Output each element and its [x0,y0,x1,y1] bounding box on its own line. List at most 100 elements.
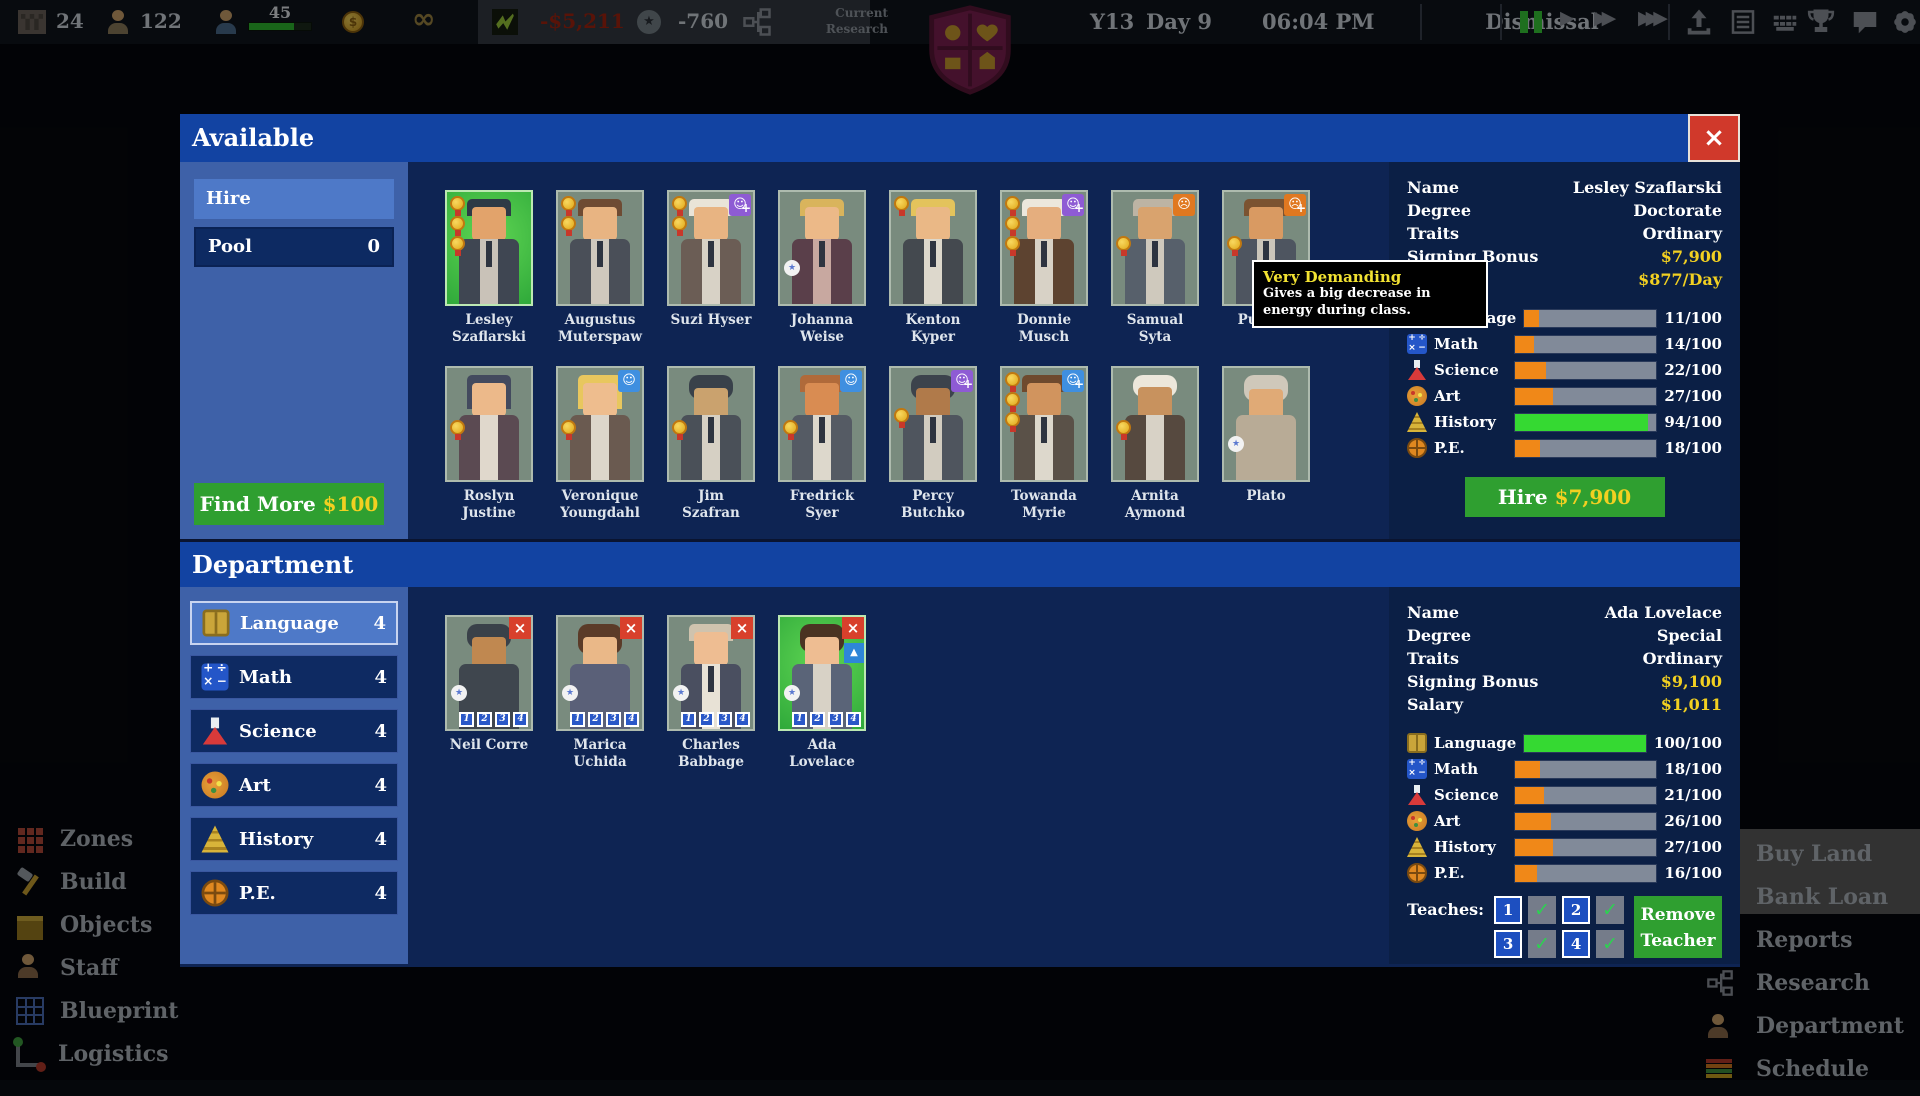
art-icon [202,772,229,799]
teacher-card[interactable]: Arnita Aymond [1111,366,1199,528]
dept-tab-pe[interactable]: P.E.4 [190,871,398,915]
stat-bar [1514,864,1658,883]
medal-icon [1227,236,1242,251]
promote-badge-icon: ▲ [844,643,864,663]
history-icon [202,826,229,853]
teacher-name: Veronique Youngdahl [556,488,644,528]
teacher-name: Percy Butchko [889,488,977,528]
happiness-badge-icon: ☺ [729,194,751,216]
detail-traits: Ordinary [1643,647,1722,670]
teacher-card[interactable]: ★ Johanna Weise [778,190,866,352]
available-teacher-grid: Lesley Szaflarski Augustus Muterspaw ☺ S… [408,162,1389,539]
teacher-card[interactable]: ☺ Towanda Myrie [1000,366,1088,528]
medal-icon [672,196,687,211]
anger-badge-icon: ☹ [1173,194,1195,216]
teacher-card[interactable]: Jim Szafran [667,366,755,528]
dismiss-x-button[interactable]: × [509,617,531,639]
art-icon [1407,811,1427,831]
stat-bar [1514,760,1658,779]
detail-salary: $877/Day [1638,268,1722,291]
stat-bar [1514,413,1658,432]
science-icon [202,718,229,745]
teacher-portrait: ★ [778,190,866,306]
stat-bar [1514,335,1658,354]
grade-1-checkbox[interactable]: ✓ [1528,896,1556,924]
teacher-card[interactable]: ☺ Veronique Youngdahl [556,366,644,528]
find-more-button[interactable]: Find More $100 [194,483,384,525]
teacher-card[interactable]: ☺ Suzi Hyser [667,190,755,352]
department-title: Department [192,550,353,579]
remove-teacher-button[interactable]: Remove Teacher [1634,896,1722,958]
teacher-card[interactable]: Roslyn Justine [445,366,533,528]
happiness-badge-icon: ☺ [618,370,640,392]
dismiss-x-button[interactable]: × [620,617,642,639]
teacher-name: Kenton Kyper [889,312,977,352]
grade-4-badge: 4 [1562,930,1590,958]
teacher-name: Towanda Myrie [1000,488,1088,528]
science-icon [1407,785,1427,805]
teacher-card[interactable]: Kenton Kyper [889,190,977,352]
tab-hire[interactable]: Hire [194,179,394,219]
tooltip-body: Gives a big decrease in energy during cl… [1263,286,1477,320]
hire-button[interactable]: Hire $7,900 [1465,477,1665,517]
teacher-card[interactable]: ☺ Fredrick Syer [778,366,866,528]
teacher-name: Donnie Musch [1000,312,1088,352]
grade-2-checkbox[interactable]: ✓ [1596,896,1624,924]
stat-bar [1523,734,1647,753]
medal-icon [561,196,576,211]
medal-icon [1005,216,1020,231]
stat-bar [1514,786,1658,805]
medal-icon [1005,196,1020,211]
medal-icon [450,236,465,251]
math-icon: +÷×− [1407,759,1427,779]
teacher-portrait: ☺ [1000,190,1088,306]
teacher-portrait [445,190,533,306]
teacher-card[interactable]: ☺ Donnie Musch [1000,190,1088,352]
trait-tooltip: Very Demanding Gives a big decrease in e… [1252,260,1488,328]
teacher-name: Suzi Hyser [667,312,755,352]
teacher-card[interactable]: Lesley Szaflarski [445,190,533,352]
close-icon[interactable]: × [1688,114,1740,162]
teacher-card[interactable]: ☺ Percy Butchko [889,366,977,528]
teacher-portrait [556,190,644,306]
teacher-name: Marica Uchida [556,737,644,777]
diploma-badge-icon: ★ [673,685,689,701]
stat-bar [1514,812,1658,831]
dismiss-x-button[interactable]: × [842,617,864,639]
medal-icon [450,196,465,211]
stat-bar [1514,387,1658,406]
medal-icon [672,216,687,231]
medal-icon [894,196,909,211]
teacher-name: Charles Babbage [667,737,755,777]
teacher-card[interactable]: Augustus Muterspaw [556,190,644,352]
detail-degree: Special [1657,624,1722,647]
teacher-name: Lesley Szaflarski [445,312,533,352]
teacher-name: Roslyn Justine [445,488,533,528]
grade-4-checkbox[interactable]: ✓ [1596,930,1624,958]
medal-icon [894,408,909,423]
teacher-card[interactable]: ☹ Samual Syta [1111,190,1199,352]
detail-signing-bonus: $7,900 [1661,245,1722,268]
grade-3-checkbox[interactable]: ✓ [1528,930,1556,958]
teacher-name: Samual Syta [1111,312,1199,352]
dismiss-x-button[interactable]: × [731,617,753,639]
teacher-card[interactable]: ★ Plato [1222,366,1310,528]
medal-icon [450,216,465,231]
medal-icon [450,420,465,435]
happiness-badge-icon: ☺ [1062,370,1084,392]
teacher-name: Arnita Aymond [1111,488,1199,528]
teacher-name: Johanna Weise [778,312,866,352]
